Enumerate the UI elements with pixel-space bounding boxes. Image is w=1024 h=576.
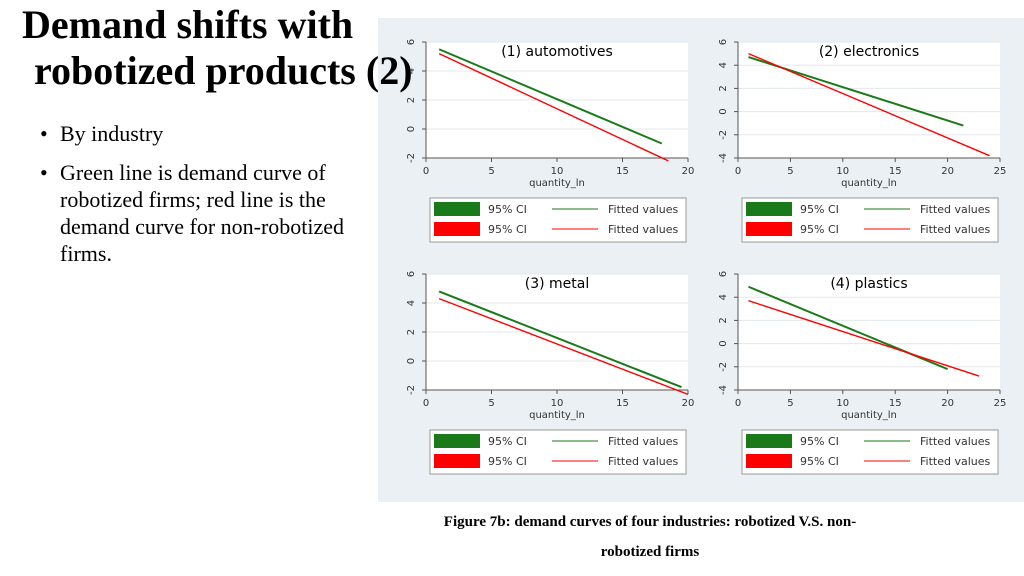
legend-ci-label: 95% CI: [800, 223, 839, 236]
legend-fitted-label: Fitted values: [608, 223, 679, 236]
figure-caption-line2: robotized firms: [600, 544, 700, 560]
x-tick-label: 10: [551, 398, 564, 409]
y-tick-label: 6: [406, 39, 417, 45]
series-line: [438, 290, 682, 389]
bullet-item: • By industry: [38, 120, 368, 147]
legend-ci-swatch: [434, 434, 480, 448]
series-line: [438, 297, 689, 396]
plot-area: [738, 42, 1000, 158]
x-axis-label: quantity_ln: [529, 178, 585, 189]
y-tick-label: -2: [406, 385, 417, 395]
legend-ci-swatch: [746, 434, 792, 448]
series-line: [438, 48, 663, 145]
bullet-dot-icon: •: [40, 121, 48, 146]
y-tick-label: 2: [406, 97, 417, 103]
x-tick-label: 20: [682, 166, 695, 177]
x-tick-label: 0: [735, 398, 741, 409]
legend-ci-swatch: [434, 222, 480, 236]
legend-ci-swatch: [434, 202, 480, 216]
x-axis-label: quantity_ln: [841, 178, 897, 189]
x-tick-label: 10: [836, 166, 849, 177]
slide-title-line1: Demand shifts with: [22, 2, 354, 47]
legend-ci-swatch: [746, 222, 792, 236]
y-tick-label: 4: [406, 68, 417, 74]
x-axis-label: quantity_ln: [529, 410, 585, 421]
y-tick-label: -2: [718, 362, 729, 372]
x-tick-label: 25: [994, 398, 1007, 409]
figure-panel: -2 0 2 4 6 0 5 10 15 20 quantity_ln (1) automotives…: [378, 18, 1024, 502]
x-tick-label: 5: [488, 398, 494, 409]
series-line: [748, 300, 980, 377]
y-tick-label: 0: [718, 340, 729, 346]
legend-ci-label: 95% CI: [800, 455, 839, 468]
legend-fitted-label: Fitted values: [920, 435, 991, 448]
x-tick-label: 0: [423, 166, 429, 177]
legend-fitted-label: Fitted values: [920, 223, 991, 236]
x-tick-label: 5: [488, 166, 494, 177]
x-tick-label: 25: [994, 166, 1007, 177]
legend-fitted-label: Fitted values: [608, 435, 679, 448]
legend-ci-swatch: [434, 454, 480, 468]
plot-area: [738, 274, 1000, 390]
slide-title-line2: robotized products (2): [34, 48, 413, 93]
y-tick-label: 4: [718, 62, 729, 68]
series-line: [438, 52, 669, 162]
bullet-item: • Green line is demand curve of robotize…: [38, 159, 368, 267]
x-tick-label: 15: [889, 166, 902, 177]
legend-fitted-label: Fitted values: [608, 203, 679, 216]
y-tick-label: 2: [406, 329, 417, 335]
y-tick-label: 6: [718, 271, 729, 277]
x-tick-label: 0: [735, 166, 741, 177]
bullet-dot-icon: •: [40, 160, 48, 185]
bullet-list: • By industry • Green line is demand cur…: [38, 120, 368, 279]
x-tick-label: 15: [616, 398, 629, 409]
legend-fitted-label: Fitted values: [608, 455, 679, 468]
legend-ci-label: 95% CI: [800, 435, 839, 448]
x-tick-label: 20: [941, 398, 954, 409]
x-tick-label: 5: [787, 398, 793, 409]
y-tick-label: 6: [718, 39, 729, 45]
y-tick-label: 4: [718, 294, 729, 300]
bullet-text: By industry: [60, 121, 164, 146]
legend-fitted-label: Fitted values: [920, 203, 991, 216]
x-tick-label: 15: [616, 166, 629, 177]
slide-title: Demand shifts with robotized products (2…: [22, 2, 442, 94]
chart-title: (4) plastics: [830, 276, 907, 292]
y-tick-label: 4: [406, 300, 417, 306]
legend-ci-swatch: [746, 202, 792, 216]
x-tick-label: 0: [423, 398, 429, 409]
chart-title: (1) automotives: [501, 44, 613, 60]
bullet-text: Green line is demand curve of robotized …: [60, 160, 345, 266]
legend-fitted-label: Fitted values: [920, 455, 991, 468]
legend-ci-label: 95% CI: [488, 455, 527, 468]
y-tick-label: 0: [718, 108, 729, 114]
x-tick-label: 20: [941, 166, 954, 177]
legend-ci-label: 95% CI: [488, 223, 527, 236]
y-tick-label: -2: [406, 153, 417, 163]
x-tick-label: 15: [889, 398, 902, 409]
legend-ci-swatch: [746, 454, 792, 468]
y-tick-label: 6: [406, 271, 417, 277]
legend-ci-label: 95% CI: [488, 203, 527, 216]
legend-ci-label: 95% CI: [800, 203, 839, 216]
series-line: [748, 52, 990, 157]
y-tick-label: -2: [718, 130, 729, 140]
legend-ci-label: 95% CI: [488, 435, 527, 448]
x-tick-label: 5: [787, 166, 793, 177]
y-tick-label: 2: [718, 85, 729, 91]
x-tick-label: 10: [836, 398, 849, 409]
x-tick-label: 20: [682, 398, 695, 409]
y-tick-label: -4: [718, 153, 729, 163]
y-tick-label: 2: [718, 317, 729, 323]
y-tick-label: 0: [406, 358, 417, 364]
chart-title: (2) electronics: [819, 44, 919, 60]
y-tick-label: 0: [406, 126, 417, 132]
y-tick-label: -4: [718, 385, 729, 395]
figure-caption-line1: Figure 7b: demand curves of four industr…: [443, 514, 857, 530]
x-tick-label: 10: [551, 166, 564, 177]
x-axis-label: quantity_ln: [841, 410, 897, 421]
chart-title: (3) metal: [525, 276, 590, 292]
